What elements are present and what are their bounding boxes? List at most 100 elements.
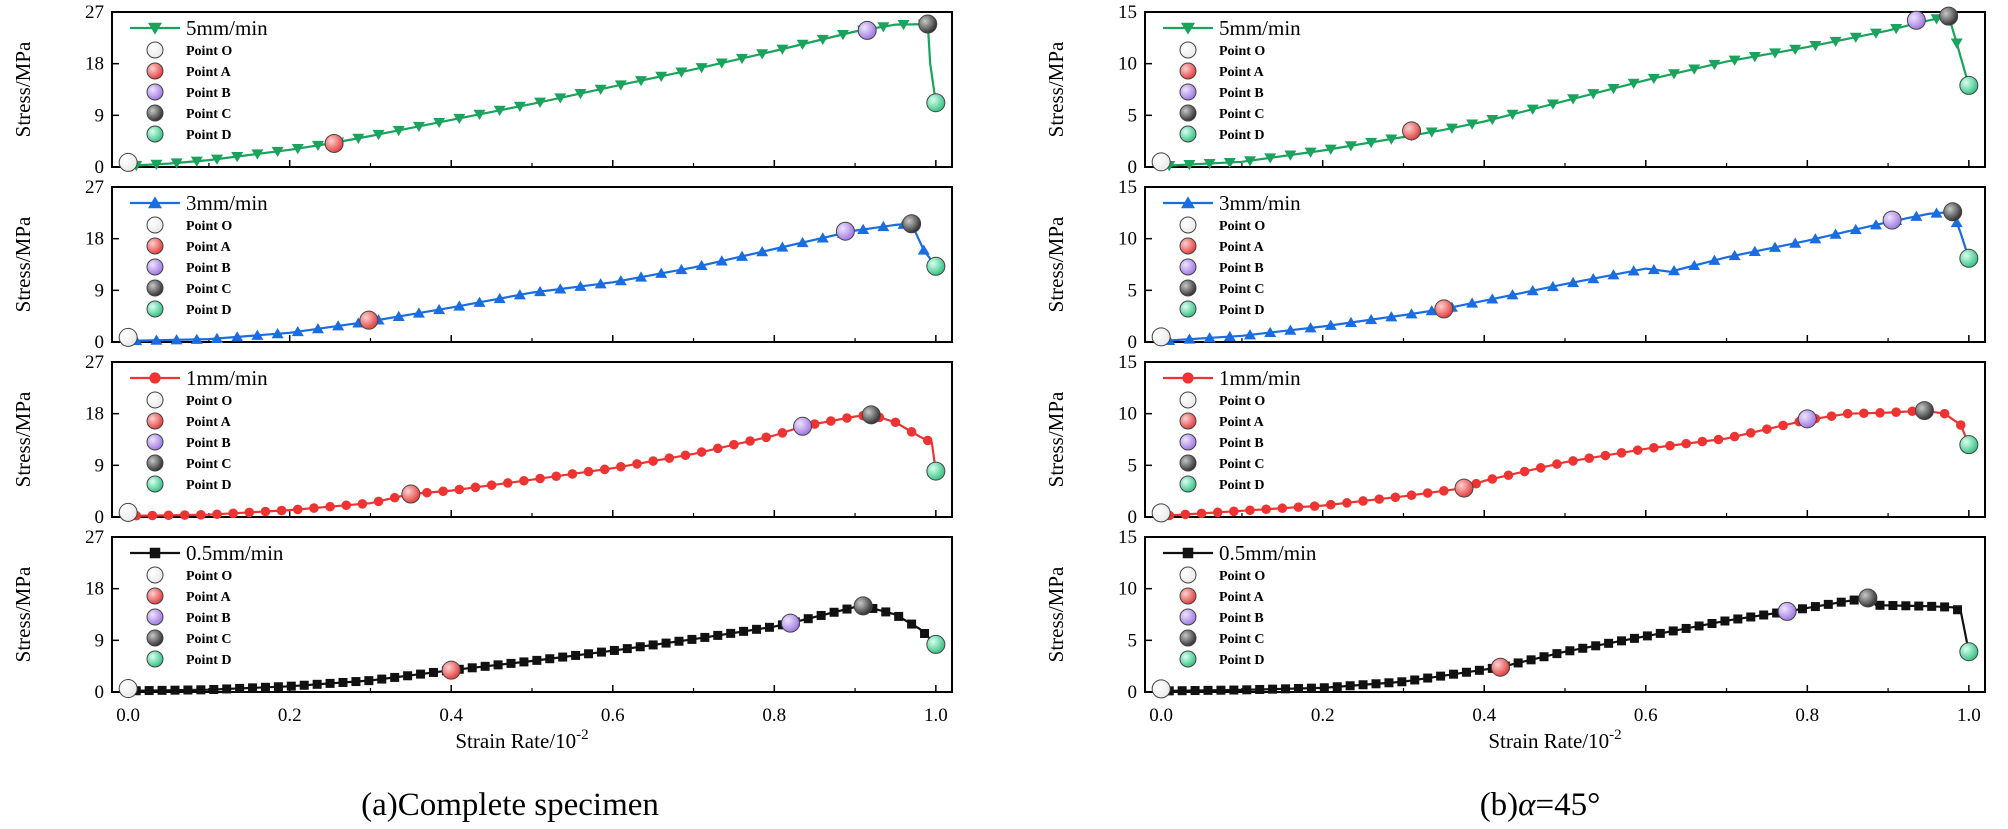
legend-point-label: Point C <box>1219 457 1265 472</box>
y-tick-label: 15 <box>1118 2 1137 23</box>
legend-point-c-icon <box>146 104 164 122</box>
data-marker <box>390 672 400 682</box>
data-marker <box>776 44 789 55</box>
point-b-marker <box>835 221 855 241</box>
data-marker <box>276 505 287 516</box>
data-marker <box>655 267 668 278</box>
legend-point-c-icon <box>1179 279 1197 297</box>
data-marker <box>868 603 878 613</box>
data-marker <box>1733 614 1743 624</box>
y-axis-title: Stress/MPa <box>11 41 35 137</box>
legend-point-label: Point D <box>186 478 232 493</box>
data-marker <box>260 682 270 692</box>
data-marker <box>209 684 219 694</box>
y-tick-label: 27 <box>85 527 104 548</box>
data-marker <box>428 667 438 677</box>
data-marker <box>594 278 607 289</box>
legend-point-d-icon <box>1179 125 1197 143</box>
data-marker <box>584 649 594 659</box>
legend-point-label: Point A <box>1219 240 1265 255</box>
legend-point-label: Point A <box>186 590 232 605</box>
data-marker <box>325 501 335 512</box>
y-tick-label: 15 <box>1118 527 1137 548</box>
data-marker <box>1284 150 1297 161</box>
data-marker <box>1746 612 1756 622</box>
y-tick-label: 5 <box>1128 105 1138 126</box>
y-tick-label: 0 <box>1128 157 1138 178</box>
data-marker <box>1707 618 1717 628</box>
subplot-a-2: 0 9 18 27 Stress/MPa 3mm/min Point O Point A Poi… <box>11 177 953 353</box>
data-marker <box>554 93 567 104</box>
series-line <box>128 604 937 692</box>
data-marker <box>392 125 405 137</box>
data-marker <box>1829 228 1842 239</box>
point-d-marker <box>926 634 946 654</box>
y-tick-label: 0 <box>1128 682 1138 703</box>
data-marker <box>1789 237 1802 248</box>
data-marker <box>1713 434 1724 445</box>
legend-point-b-icon <box>1179 608 1197 626</box>
data-marker <box>144 686 154 696</box>
point-d-marker <box>1959 642 1979 662</box>
data-marker <box>392 310 405 322</box>
data-marker <box>616 461 626 472</box>
data-marker <box>338 677 348 687</box>
data-marker <box>1223 330 1236 342</box>
subplot-b-2: 0 5 10 15 Stress/MPa 3mm/min Point O Point A Poi… <box>1044 177 1986 353</box>
data-marker <box>183 685 193 695</box>
data-marker <box>506 658 516 668</box>
data-marker <box>739 626 749 636</box>
data-marker <box>1190 686 1200 696</box>
data-marker <box>890 417 901 428</box>
data-marker <box>1655 628 1665 638</box>
data-marker <box>756 49 769 60</box>
data-marker <box>648 456 658 466</box>
point-d-marker <box>926 93 946 113</box>
point-a-marker <box>359 310 379 330</box>
point-b-marker <box>793 416 813 436</box>
legend: 1mm/min Point O Point A Point B Point C Point… <box>1163 366 1301 493</box>
legend-point-o-icon <box>1179 41 1197 59</box>
legend-point-c-icon <box>1179 104 1197 122</box>
point-b-marker <box>857 20 877 40</box>
legend-point-label: Point B <box>186 261 231 276</box>
data-marker <box>1694 621 1704 631</box>
data-marker <box>1242 685 1252 695</box>
data-marker <box>1526 104 1539 115</box>
data-marker <box>1358 496 1368 506</box>
legend-point-b-icon <box>146 83 164 101</box>
legend-point-a-icon <box>146 237 164 255</box>
data-marker <box>1688 64 1701 75</box>
data-marker <box>796 236 809 248</box>
data-marker <box>715 255 728 266</box>
data-marker <box>1759 610 1769 620</box>
data-marker <box>1506 109 1519 120</box>
data-marker <box>857 223 870 234</box>
data-marker <box>1728 249 1741 261</box>
data-marker <box>438 486 448 497</box>
y-tick-label: 0 <box>95 157 105 178</box>
point-a-marker <box>324 133 344 153</box>
data-marker <box>1397 677 1407 687</box>
data-marker <box>1471 478 1481 489</box>
data-marker <box>1939 408 1950 419</box>
data-marker <box>190 333 203 344</box>
legend-point-label: Point D <box>1219 303 1265 318</box>
point-a-marker <box>401 484 421 504</box>
point-b-marker <box>1882 210 1902 230</box>
legend-point-b-icon <box>146 258 164 276</box>
series-markers <box>131 601 930 696</box>
data-marker <box>260 506 271 517</box>
data-marker <box>1950 216 1963 228</box>
legend-series-label: 1mm/min <box>186 366 268 390</box>
data-marker <box>1681 438 1691 449</box>
data-marker <box>1809 40 1822 52</box>
data-marker <box>1461 667 1471 677</box>
data-marker <box>1697 436 1708 447</box>
data-marker <box>1748 52 1761 63</box>
data-marker <box>1587 89 1600 100</box>
data-marker <box>1410 675 1420 685</box>
data-marker <box>412 307 425 318</box>
legend-point-o-icon <box>146 41 164 59</box>
data-marker <box>1778 420 1788 431</box>
